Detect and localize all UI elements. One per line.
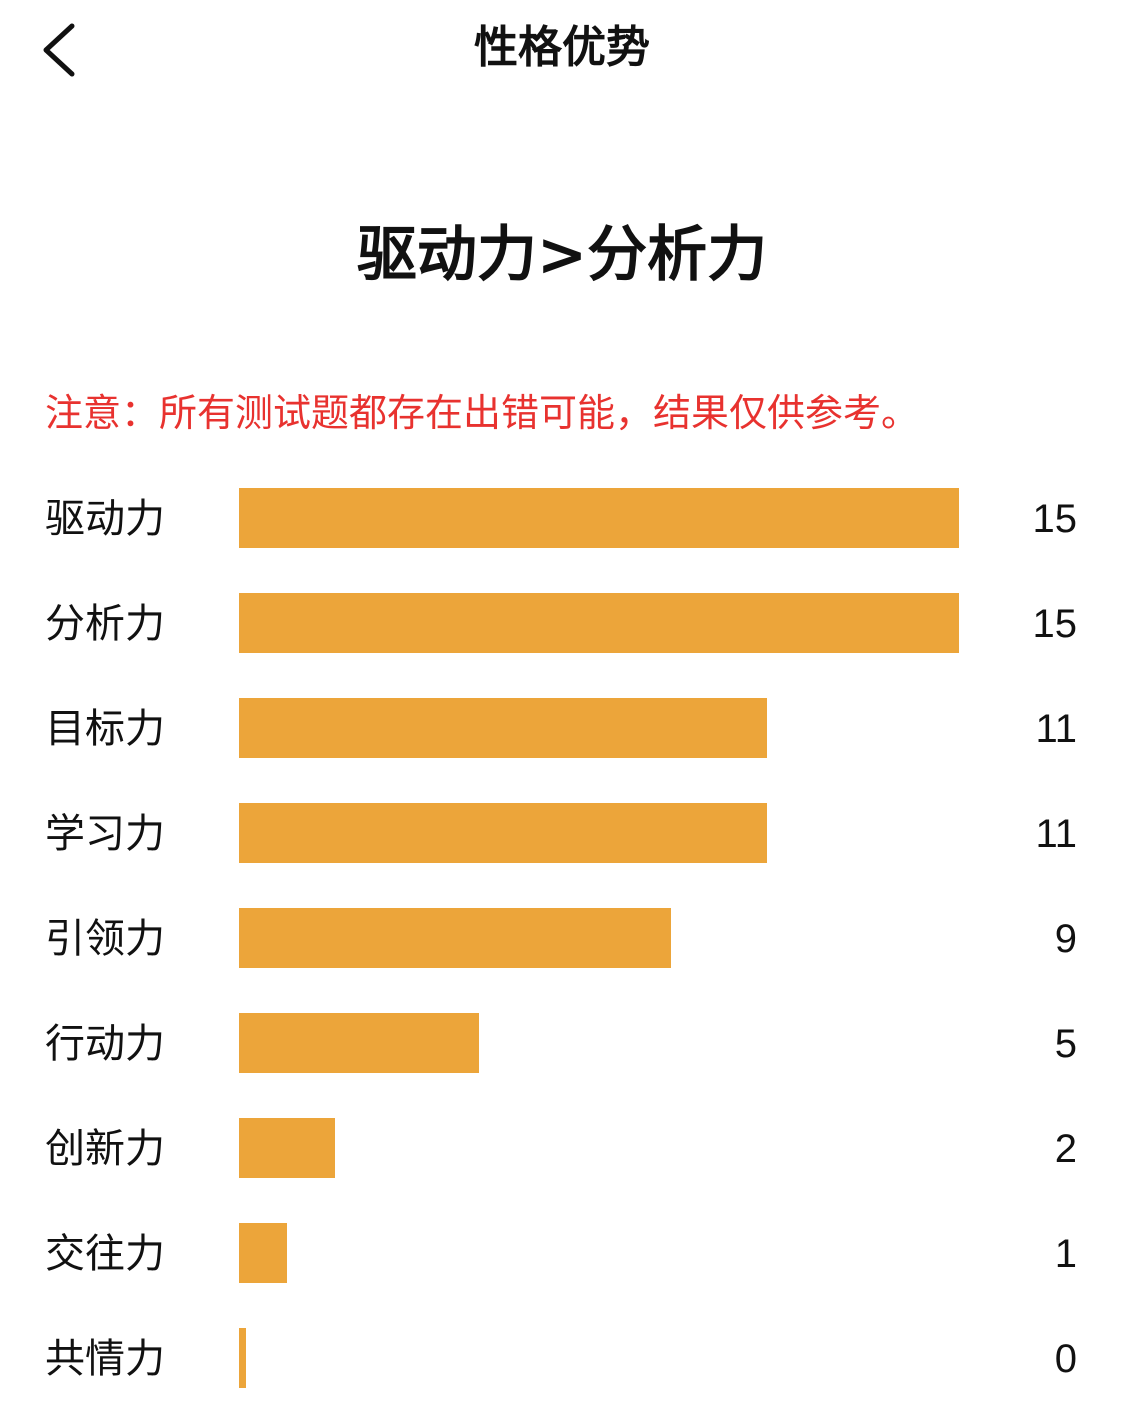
category-label: 目标力 [45, 706, 165, 752]
bar [239, 1328, 246, 1388]
value-label: 11 [1035, 812, 1077, 856]
value-label: 11 [1035, 707, 1077, 751]
bar [239, 698, 767, 758]
value-label: 5 [1055, 1022, 1077, 1066]
back-button[interactable] [30, 18, 90, 82]
value-label: 1 [1055, 1232, 1077, 1276]
value-label: 15 [1033, 602, 1078, 646]
bar [239, 593, 959, 653]
category-label: 驱动力 [45, 496, 165, 542]
category-label: 行动力 [45, 1021, 165, 1067]
category-label: 分析力 [45, 601, 165, 647]
value-label: 15 [1033, 497, 1078, 541]
category-label: 创新力 [45, 1126, 165, 1172]
value-label: 2 [1055, 1127, 1077, 1171]
value-label: 9 [1055, 917, 1077, 961]
category-label: 学习力 [45, 811, 165, 857]
bar [239, 1013, 479, 1073]
chevron-left-icon [43, 23, 75, 77]
disclaimer-notice: 注意：所有测试题都存在出错可能，结果仅供参考。 [45, 391, 920, 435]
nav-bar: 性格优势 [0, 0, 1124, 100]
page-title: 性格优势 [474, 22, 650, 73]
bar [239, 1223, 287, 1283]
bar [239, 488, 959, 548]
bar [239, 803, 767, 863]
bar [239, 908, 671, 968]
category-label: 交往力 [45, 1231, 165, 1277]
result-headline: 驱动力>分析力 [356, 220, 768, 290]
value-label: 0 [1055, 1337, 1077, 1381]
category-label: 引领力 [45, 916, 165, 962]
bar [239, 1118, 335, 1178]
category-label: 共情力 [45, 1336, 165, 1382]
